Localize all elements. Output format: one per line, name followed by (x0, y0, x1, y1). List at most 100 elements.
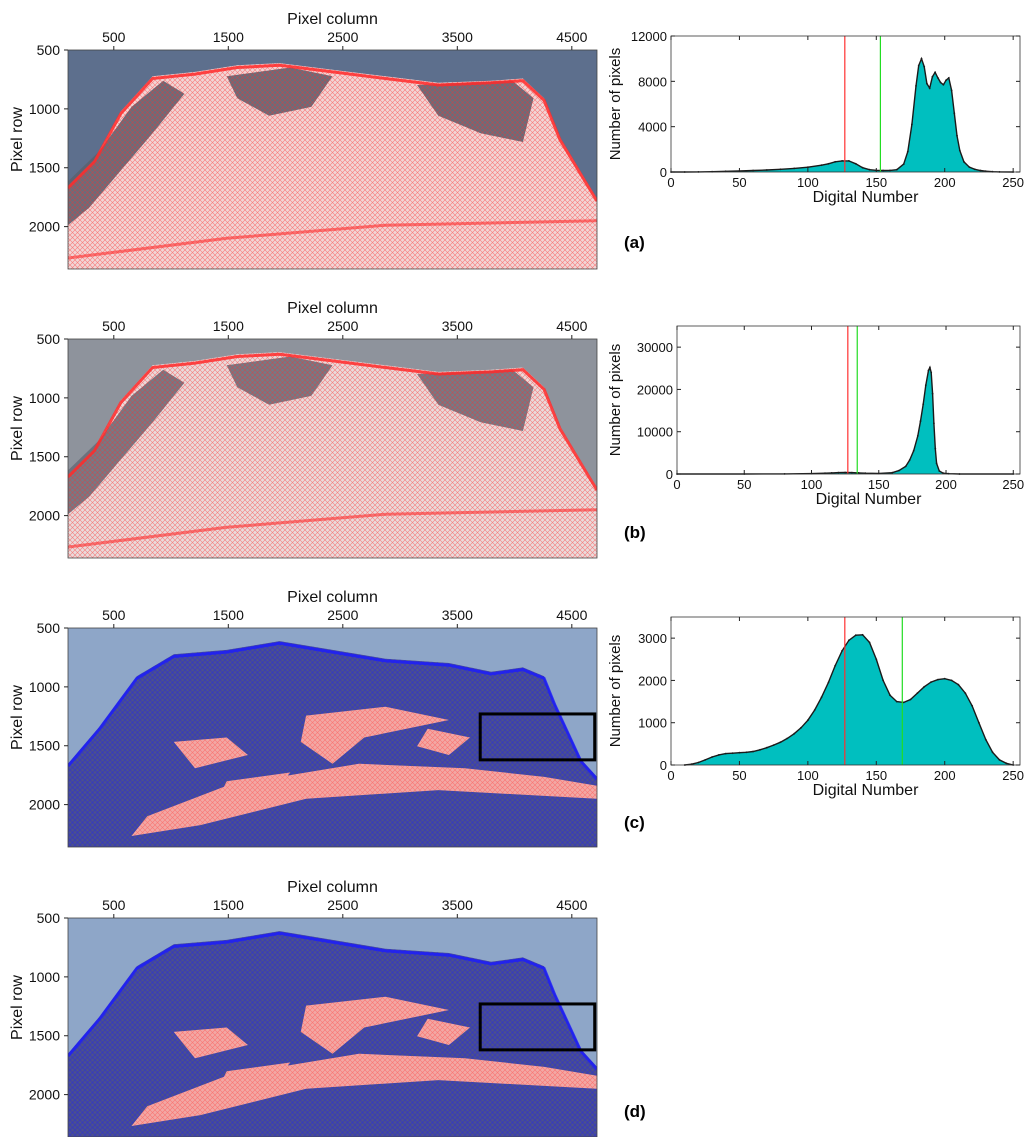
y-tick-label: 1000 (638, 716, 667, 731)
image-panel-d: 500 1500 2500 3500 4500 500 1000 1500 2000 Pixel … (9, 879, 598, 1137)
x-tick-label: 4500 (556, 897, 587, 913)
ridge-overlay (68, 641, 597, 781)
y-tick-label: 4000 (638, 120, 667, 135)
ridge-overlay (68, 352, 597, 491)
y-axis-title: Pixel row (9, 396, 26, 461)
x-tick-label: 500 (102, 897, 126, 913)
y-tick-label: 2000 (29, 219, 60, 235)
x-tick-label: 0 (667, 768, 674, 783)
density-line (671, 56, 1014, 173)
y-tick-label: 500 (37, 331, 61, 347)
histogram-c: 0 50 100 150 200 250 0 1000 2000 3000 Digital Numb… (607, 616, 1024, 799)
histogram-a: 0 50 100 150 200 250 0 4000 8000 12000 Digital Num… (607, 29, 1024, 206)
x-tick-label: 200 (934, 768, 956, 783)
x-tick-label: 500 (102, 607, 126, 623)
image-panel-b: 500 1500 2500 3500 4500 500 1000 1500 2000 Pixel … (9, 300, 598, 559)
x-tick-label: 250 (1002, 477, 1024, 492)
y-tick-label: 3000 (638, 631, 667, 646)
y-tick-label: 1000 (29, 390, 60, 406)
histogram-area (671, 58, 1014, 173)
x-tick-label: 50 (732, 175, 746, 190)
snow-overlay-mesh (300, 706, 449, 764)
x-tick-label: 100 (797, 768, 819, 783)
y-tick-label: 1500 (29, 449, 60, 465)
histogram-frame (670, 35, 1021, 173)
x-axis-title: Pixel column (287, 879, 378, 896)
y-tick-label: 500 (37, 42, 61, 58)
y-tick-label: 1500 (29, 160, 60, 176)
y-tick-label: 10000 (637, 425, 673, 440)
red-overlay-mesh (68, 63, 597, 269)
y-axis-title: Number of pixels (607, 635, 624, 748)
y-tick-label: 30000 (637, 340, 673, 355)
image-frame (67, 627, 598, 848)
panel-label-d: (d) (624, 1102, 646, 1121)
histogram-b: 0 50 100 150 200 250 0 10000 20000 30000 Digital N… (607, 325, 1024, 508)
x-tick-label: 50 (732, 768, 746, 783)
y-tick-label: 2000 (638, 673, 667, 688)
y-axis-title: Pixel row (9, 975, 26, 1040)
histogram-bins (676, 366, 1015, 475)
x-tick-label: 100 (801, 477, 823, 492)
y-tick-label: 0 (660, 165, 667, 180)
x-tick-label: 2500 (327, 318, 358, 334)
x-tick-label: 3500 (442, 318, 473, 334)
snow-overlay-mesh (131, 763, 597, 836)
lower-overlay-streak (68, 219, 597, 260)
density-line (677, 365, 1014, 475)
y-axis-title: Number of pixels (607, 48, 624, 161)
snow-overlay-mesh (131, 1053, 597, 1126)
histogram-area (684, 634, 1014, 765)
x-axis-title: Pixel column (287, 589, 378, 606)
lower-overlay-streak (68, 508, 597, 549)
x-tick-label: 100 (797, 175, 819, 190)
x-tick-label: 2500 (327, 29, 358, 45)
y-tick-label: 1000 (29, 679, 60, 695)
y-tick-label: 1000 (29, 969, 60, 985)
x-tick-label: 3500 (442, 897, 473, 913)
snow-overlay-mesh (216, 1062, 291, 1094)
image-frame (67, 917, 598, 1137)
image-frame (67, 49, 598, 270)
panel-label-a: (a) (624, 233, 645, 252)
y-tick-label: 20000 (637, 382, 673, 397)
x-tick-label: 250 (1002, 768, 1024, 783)
y-tick-label: 0 (666, 467, 673, 482)
snow-overlay-mesh (173, 1027, 248, 1059)
y-tick-label: 8000 (638, 74, 667, 89)
density-line (684, 634, 1014, 766)
x-tick-label: 4500 (556, 318, 587, 334)
x-axis-title: Digital Number (813, 782, 919, 799)
histogram-bins (670, 57, 1015, 173)
x-tick-label: 1500 (213, 897, 244, 913)
y-tick-label: 2000 (29, 1087, 60, 1103)
x-tick-label: 150 (865, 768, 887, 783)
y-axis-title: Pixel row (9, 685, 26, 750)
highlight-box (478, 712, 597, 762)
y-tick-label: 1000 (29, 101, 60, 117)
x-tick-label: 3500 (442, 29, 473, 45)
histogram-area (677, 367, 1014, 474)
snow-overlay-mesh (173, 737, 248, 769)
x-tick-label: 200 (935, 477, 957, 492)
x-axis-title: Pixel column (287, 300, 378, 317)
y-tick-label: 0 (660, 758, 667, 773)
y-tick-label: 1500 (29, 738, 60, 754)
red-overlay-mesh (68, 352, 597, 558)
y-axis-title: Pixel row (9, 107, 26, 172)
x-axis-title: Digital Number (816, 491, 922, 508)
ridge-overlay (68, 931, 597, 1071)
x-tick-label: 3500 (442, 607, 473, 623)
y-axis-title: Number of pixels (607, 344, 624, 457)
x-tick-label: 150 (865, 175, 887, 190)
x-tick-label: 1500 (213, 318, 244, 334)
image-panel-c: 500 1500 2500 3500 4500 500 1000 1500 2000 Pixel … (9, 589, 598, 848)
x-tick-label: 0 (673, 477, 680, 492)
x-tick-label: 2500 (327, 607, 358, 623)
x-tick-label: 2500 (327, 897, 358, 913)
y-tick-label: 2000 (29, 797, 60, 813)
ridge-overlay (68, 63, 597, 202)
panel-label-c: (c) (624, 813, 645, 832)
x-tick-label: 150 (868, 477, 890, 492)
